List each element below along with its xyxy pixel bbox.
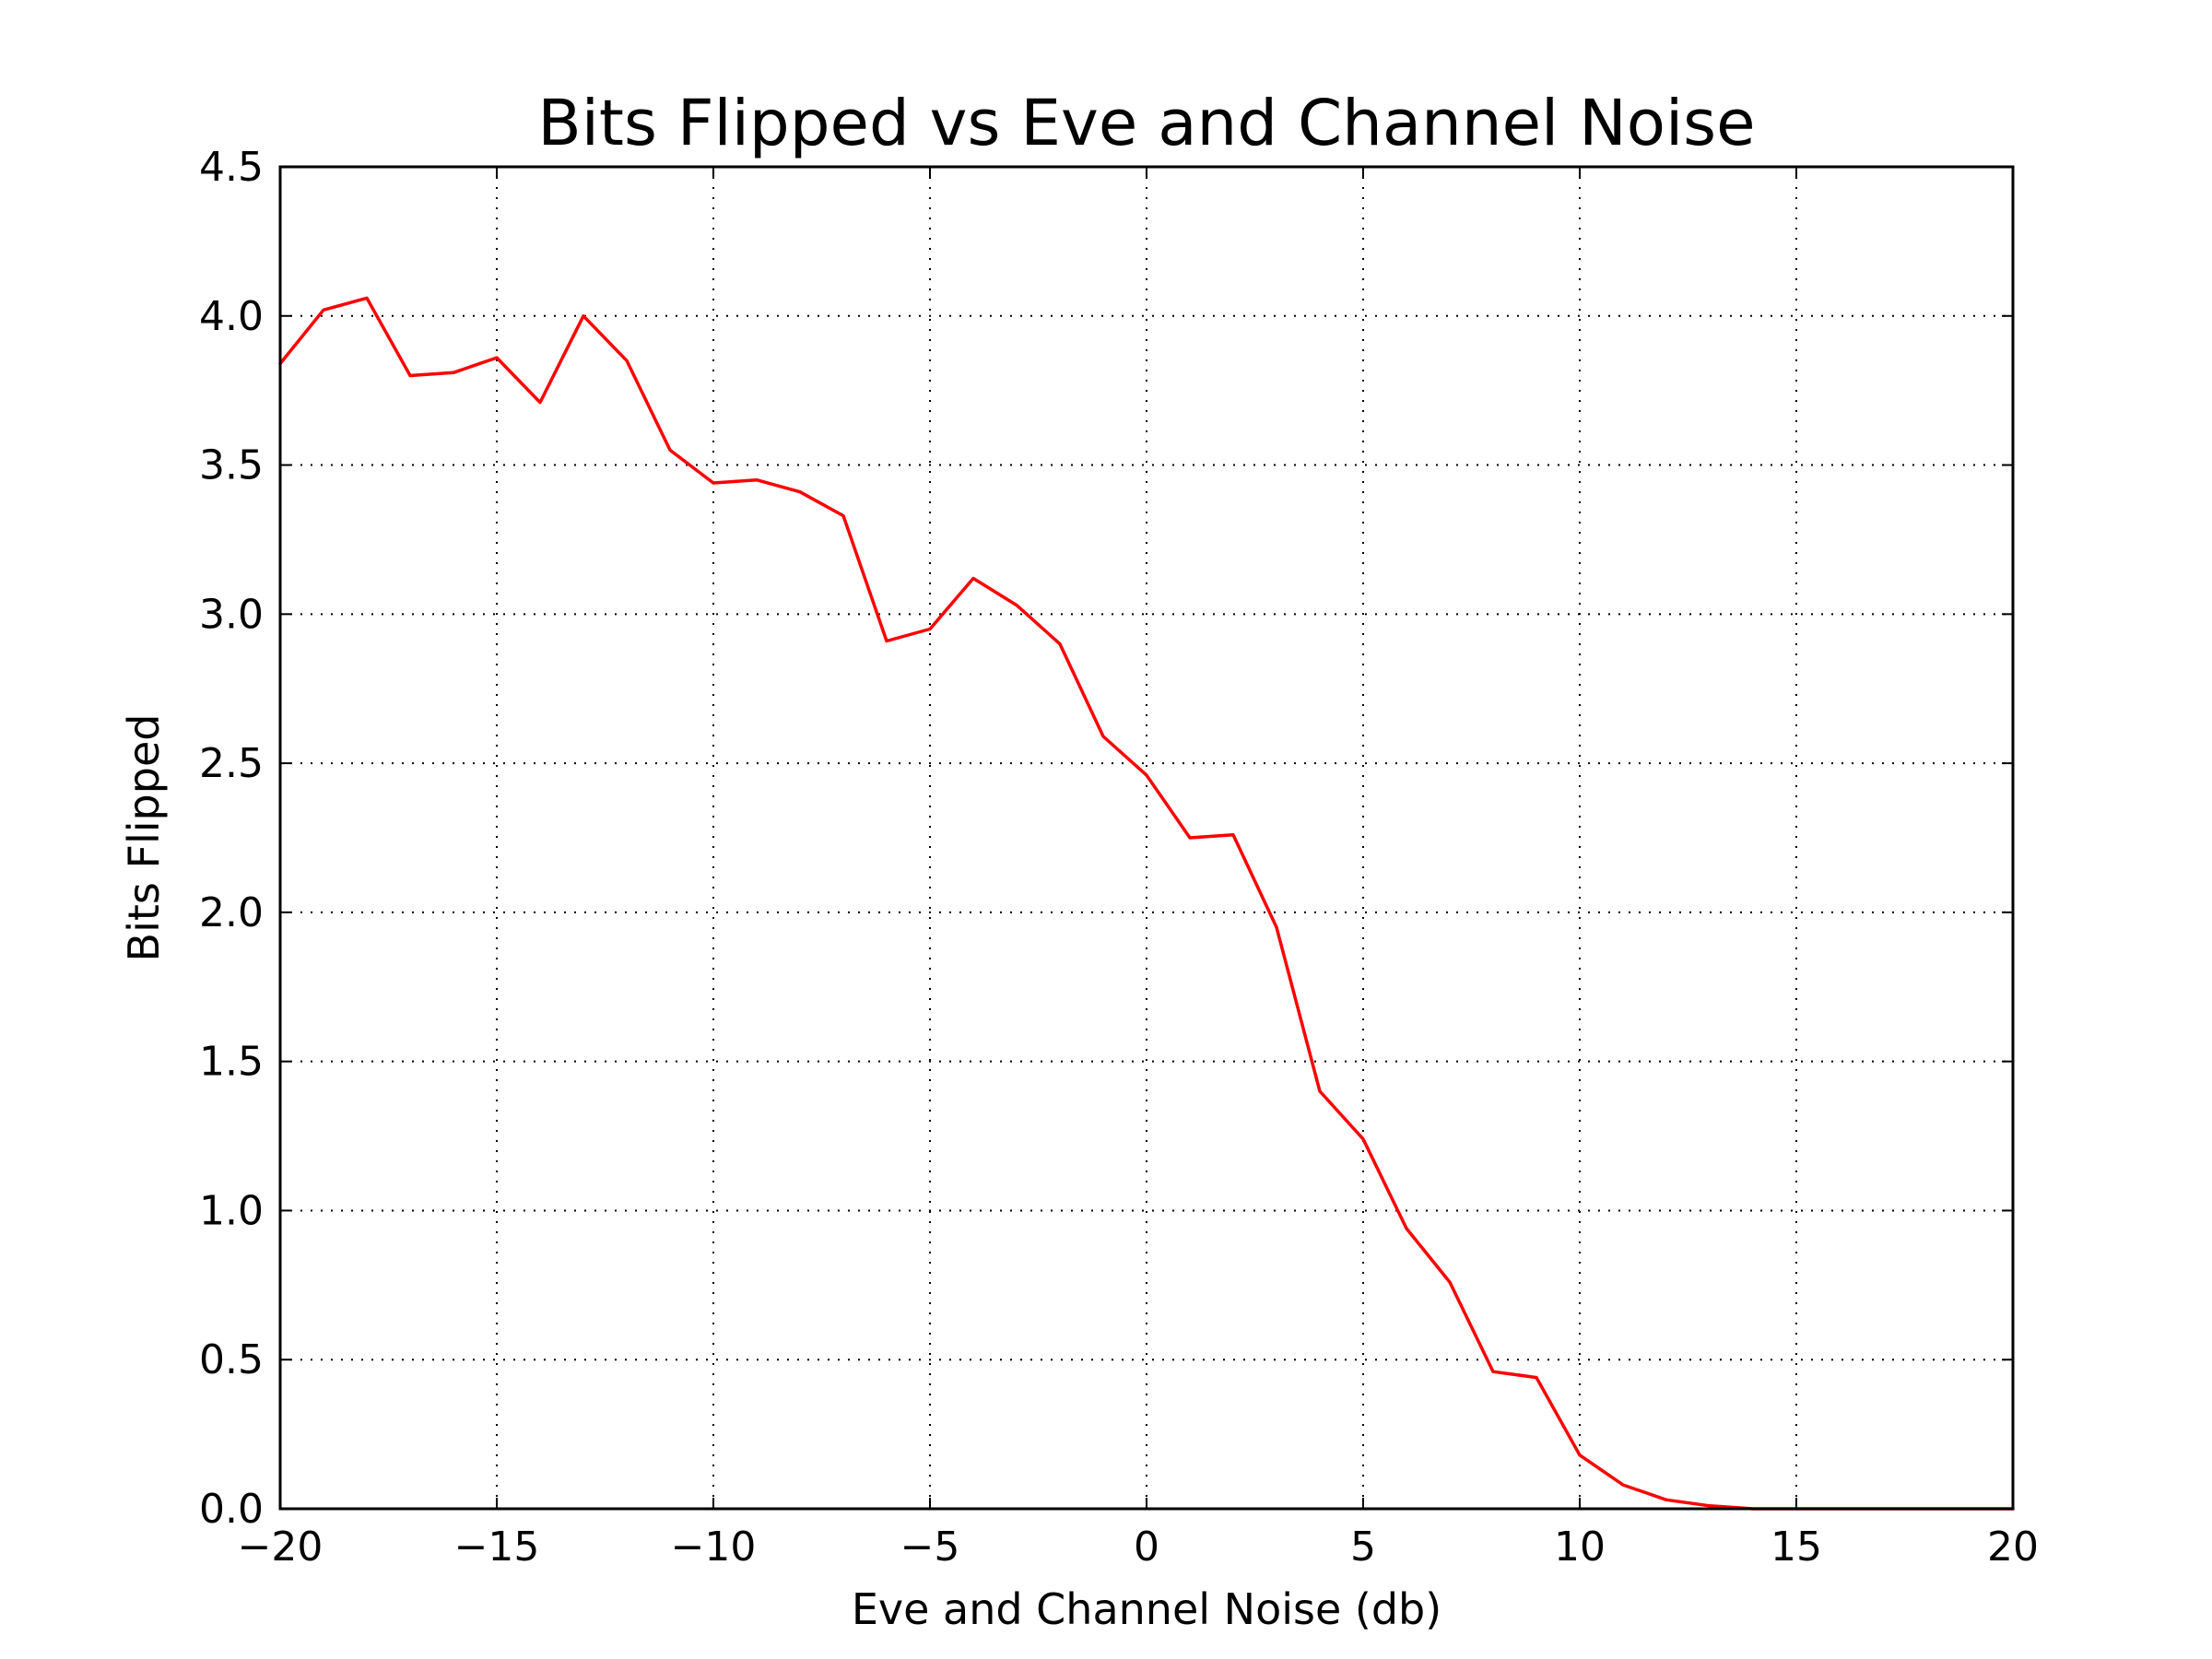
y-tick-label: 2.5 — [199, 740, 264, 787]
x-tick-label: −10 — [671, 1524, 757, 1571]
y-axis-label: Bits Flipped — [119, 714, 169, 962]
y-tick-label: 1.0 — [199, 1187, 264, 1234]
y-tick-label: 4.0 — [199, 293, 264, 340]
y-tick-label: 2.0 — [199, 889, 264, 936]
x-axis-label: Eve and Channel Noise (db) — [852, 1584, 1441, 1634]
y-tick-label: 1.5 — [199, 1039, 264, 1086]
x-tick-label: −15 — [454, 1524, 540, 1571]
x-tick-label: 20 — [1987, 1524, 2039, 1571]
y-tick-label: 3.5 — [199, 442, 264, 489]
x-tick-label: 15 — [1771, 1524, 1822, 1571]
y-tick-label: 0.5 — [199, 1336, 264, 1383]
x-tick-label: 5 — [1350, 1524, 1376, 1571]
y-tick-label: 0.0 — [199, 1486, 264, 1533]
x-tick-label: −5 — [900, 1524, 960, 1571]
x-tick-label: 10 — [1554, 1524, 1606, 1571]
y-tick-label: 4.5 — [199, 144, 264, 191]
y-tick-label: 3.0 — [199, 591, 264, 638]
chart-title: Bits Flipped vs Eve and Channel Noise — [537, 87, 1755, 160]
x-tick-label: 0 — [1134, 1524, 1159, 1571]
